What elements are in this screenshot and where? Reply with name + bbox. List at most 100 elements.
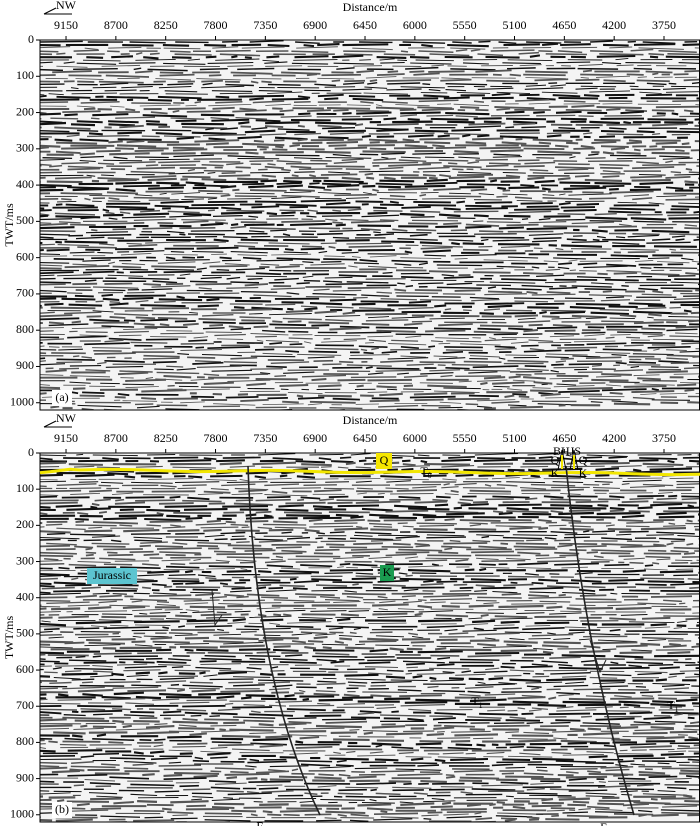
seismic-reflector (40, 193, 700, 201)
seismic-reflector (40, 455, 700, 461)
annotation-text: BHJS (553, 444, 581, 458)
y-tick-label: 0 (28, 32, 34, 46)
annotation-text: Q (380, 453, 389, 467)
seismic-reflector (40, 514, 695, 522)
seismic-reflector (40, 235, 691, 245)
x-tick-label: 8250 (154, 18, 178, 32)
seismic-reflector (48, 633, 692, 643)
seismic-reflector (40, 761, 700, 773)
seismic-reflector (40, 110, 700, 118)
seismic-reflector (40, 635, 700, 647)
seismic-reflector (40, 718, 700, 732)
direction-label: NW (56, 411, 77, 425)
annotation-text: T (667, 698, 675, 712)
seismic-reflector (40, 229, 700, 239)
y-tick-label: 400 (16, 589, 34, 603)
seismic-reflector (40, 102, 700, 108)
x-axis-title: Distance/m (343, 0, 398, 14)
seismic-reflector (40, 51, 700, 57)
seismic-reflector (40, 500, 697, 507)
seismic-reflector (40, 327, 698, 340)
x-tick-label: 6900 (303, 18, 327, 32)
seismic-reflector (40, 120, 700, 127)
seismic-image (40, 453, 700, 822)
seismic-reflector (40, 90, 700, 96)
seismic-reflector (40, 252, 700, 264)
seismic-reflector (40, 125, 700, 133)
seismic-reflector (40, 220, 700, 230)
seismic-reflector (40, 609, 700, 617)
seismic-reflector (40, 686, 700, 698)
seismic-reflector (40, 140, 700, 148)
panel-label: (b) (55, 802, 69, 816)
seismic-reflector (40, 737, 700, 750)
seismic-reflector (44, 669, 700, 679)
seismic-reflector (40, 811, 700, 822)
seismic-reflector (40, 144, 692, 150)
seismic-reflector (40, 92, 698, 100)
seismic-reflector (40, 296, 700, 310)
seismic-reflector (40, 46, 700, 51)
seismic-reflector (40, 617, 700, 627)
seismic-reflector (40, 803, 700, 817)
annotation-text: Q (551, 453, 560, 467)
seismic-reflector (40, 395, 700, 410)
seismic-reflector (40, 786, 687, 798)
annotation: T1 (667, 698, 678, 714)
seismic-reflector (40, 388, 695, 404)
seismic-reflector (40, 794, 693, 807)
y-tick-label: 600 (16, 249, 34, 263)
seismic-reflector (40, 550, 695, 558)
seismic-reflector (40, 81, 700, 87)
annotation-box (376, 453, 392, 469)
seismic-reflector (40, 791, 700, 804)
seismic-reflector (41, 615, 700, 624)
seismic-reflector (41, 393, 700, 406)
seismic-reflector (42, 752, 700, 765)
seismic-reflector (40, 777, 700, 789)
annotation-box (87, 568, 137, 584)
seismic-reflector (40, 306, 700, 319)
seismic-reflector (40, 57, 700, 63)
seismic-reflector (40, 458, 700, 464)
annotation-text: Q (579, 453, 588, 467)
x-tick-label: 7350 (253, 431, 277, 445)
x-tick-label: 8700 (104, 431, 128, 445)
seismic-reflector (40, 270, 700, 282)
x-tick-label: 9150 (54, 18, 78, 32)
x-tick-label: 4200 (602, 18, 626, 32)
seismic-reflector (40, 293, 700, 306)
seismic-reflector (40, 288, 700, 300)
seismic-reflector (40, 654, 700, 665)
seismic-reflector (40, 363, 700, 375)
x-tick-label: 7800 (204, 431, 228, 445)
seismic-reflector (40, 78, 700, 84)
seismic-reflector (40, 172, 700, 181)
seismic-reflector (40, 314, 700, 328)
y-tick-label: 500 (16, 213, 34, 227)
panel-label: (a) (55, 390, 68, 404)
x-tick-label: 6000 (403, 18, 427, 32)
seismic-image (40, 40, 700, 410)
seismic-reflector (40, 727, 700, 740)
seismic-reflector (40, 104, 699, 112)
seismic-reflector (40, 598, 686, 606)
seismic-reflector (40, 638, 700, 649)
seismic-reflector (40, 163, 693, 171)
seismic-reflector (40, 40, 698, 44)
annotation: Q (380, 453, 389, 467)
seismic-reflector (40, 276, 700, 288)
annotation-text: K (383, 565, 392, 579)
seismic-reflector (40, 146, 700, 155)
seismic-reflector (46, 149, 690, 156)
seismic-reflector (40, 773, 700, 786)
seismic-reflector (40, 588, 700, 596)
annotation-subscript: 0 (428, 471, 432, 480)
seismic-reflector (40, 196, 700, 205)
seismic-reflector (40, 122, 700, 130)
seismic-reflector (40, 333, 694, 346)
x-tick-label: 3750 (652, 18, 676, 32)
seismic-reflector (40, 273, 700, 285)
fault-arrow (589, 639, 607, 674)
